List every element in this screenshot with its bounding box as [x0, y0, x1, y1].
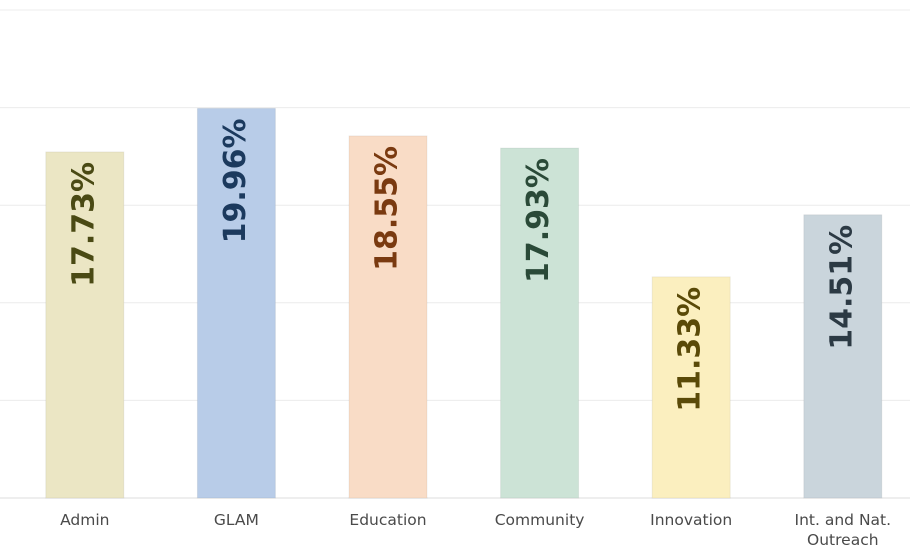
- bar: [500, 147, 580, 499]
- bar: [651, 276, 731, 499]
- x-tick-label: Community: [494, 511, 585, 529]
- bar: [348, 135, 428, 499]
- value-label: 14.51%: [824, 225, 859, 350]
- value-label: 11.33%: [673, 287, 708, 412]
- x-tick-label: Admin: [60, 511, 110, 529]
- x-tick-label: Innovation: [650, 511, 733, 529]
- x-tick-label: Education: [349, 511, 427, 529]
- value-label: 17.73%: [66, 162, 101, 287]
- x-tick-label: Int. and Nat. Outreach: [794, 511, 892, 549]
- bar: [803, 214, 883, 499]
- bar: [45, 151, 125, 499]
- bar: [196, 107, 276, 499]
- value-label: 19.96%: [218, 118, 253, 243]
- value-label: 18.55%: [370, 146, 405, 271]
- value-label: 17.93%: [521, 158, 556, 283]
- x-tick-label: GLAM: [213, 511, 259, 529]
